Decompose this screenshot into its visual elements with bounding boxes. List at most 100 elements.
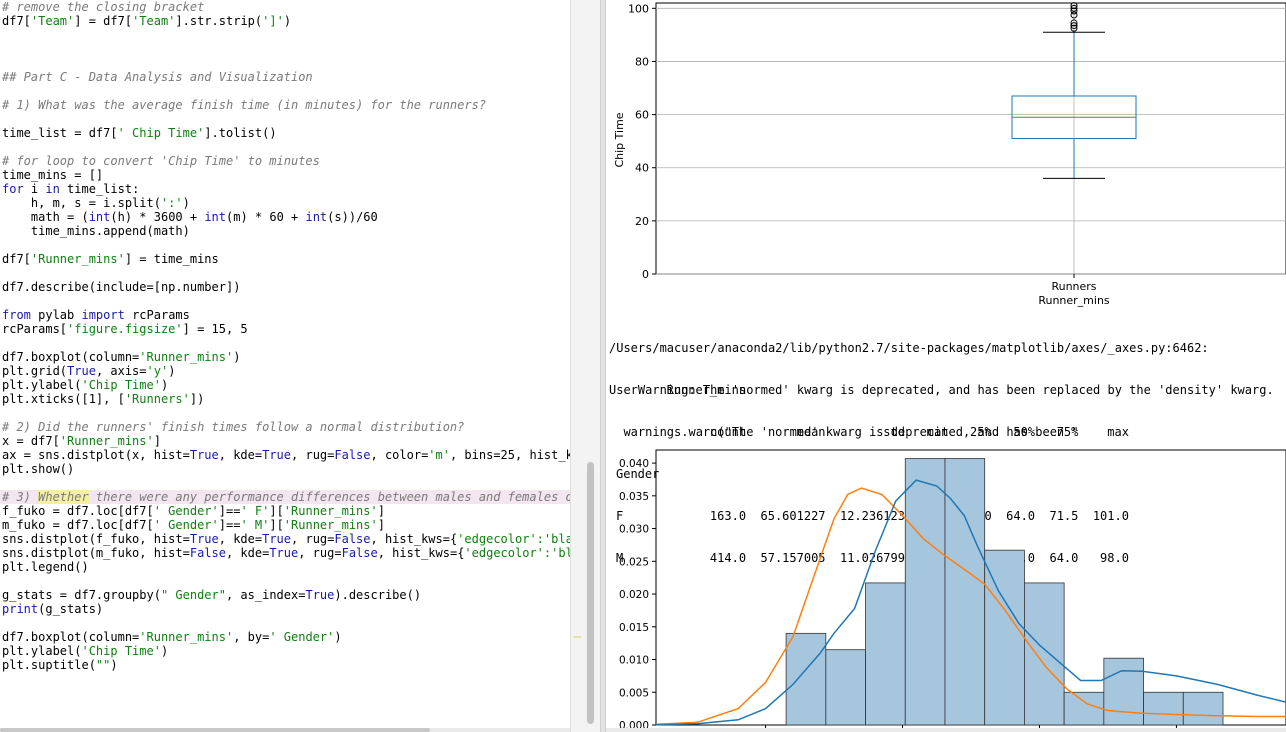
- code-line[interactable]: df7['Team'] = df7['Team'].str.strip(']'): [2, 14, 291, 28]
- editor-scroll-thumb[interactable]: [587, 462, 594, 724]
- pane-splitter[interactable]: [600, 0, 606, 732]
- boxplot-outlier: [1070, 2, 1078, 10]
- code-token: , kde=: [218, 448, 263, 462]
- boxplot-outlier: [1070, 24, 1078, 32]
- code-token: 'y': [146, 364, 169, 378]
- editor-horizontal-scroll-thumb[interactable]: [0, 728, 430, 732]
- code-line[interactable]: df7['Runner_mins'] = time_mins: [2, 252, 219, 266]
- boxplot-outlier: [1070, 19, 1078, 27]
- code-token: , as_index=: [225, 588, 306, 602]
- code-token: 'Team': [30, 14, 75, 28]
- code-token: ): [160, 644, 169, 658]
- histogram-bar: [944, 458, 986, 726]
- code-line[interactable]: m_fuko = df7.loc[df7[' Gender']==' M']['…: [2, 518, 385, 532]
- code-token: pylab: [30, 308, 82, 322]
- code-editor[interactable]: # remove the closing bracket df7['Team'] …: [0, 0, 570, 728]
- code-line[interactable]: sns.distplot(f_fuko, hist=True, kde=True…: [2, 532, 570, 546]
- code-token: int: [204, 210, 226, 224]
- code-line[interactable]: f_fuko = df7.loc[df7[' Gender']==' F']['…: [2, 504, 385, 518]
- code-line[interactable]: print(g_stats): [2, 602, 103, 616]
- boxplot-category-label: Runners: [1051, 280, 1096, 293]
- code-token: ): [334, 630, 342, 644]
- code-line[interactable]: # remove the closing bracket: [2, 0, 204, 14]
- code-token: (s))/60: [327, 210, 378, 224]
- code-token: , rug=: [298, 546, 342, 560]
- code-token: ] = time_mins: [124, 252, 219, 266]
- code-token: for: [2, 182, 24, 196]
- code-token: , hist_kws={: [370, 532, 458, 546]
- histogram-ytick-label: 0.010: [619, 655, 649, 667]
- code-line[interactable]: math = (int(h) * 3600 + int(m) * 60 + in…: [2, 210, 378, 224]
- code-line[interactable]: time_mins = []: [2, 168, 103, 182]
- code-token: # for loop to convert 'Chip Time' to min…: [2, 154, 320, 168]
- histogram-bar: [825, 649, 866, 726]
- code-token: plt.legend(): [2, 560, 89, 574]
- code-line[interactable]: plt.show(): [2, 462, 74, 476]
- code-token: ): [233, 350, 241, 364]
- code-line[interactable]: h, m, s = i.split(':'): [2, 196, 190, 210]
- code-line[interactable]: # for loop to convert 'Chip Time' to min…: [2, 154, 320, 168]
- code-token: plt.suptitle(: [2, 658, 96, 672]
- code-line[interactable]: from pylab import rcParams: [2, 308, 190, 322]
- code-line[interactable]: rcParams['figure.figsize'] = 15, 5: [2, 322, 248, 336]
- boxplot-ytick-label: 60: [635, 109, 649, 122]
- code-line[interactable]: # 3) Whether there were any performance …: [0, 490, 570, 504]
- code-line[interactable]: plt.ylabel('Chip Time'): [2, 378, 168, 392]
- code-line[interactable]: for i in time_list:: [2, 182, 139, 196]
- code-line[interactable]: time_mins.append(math): [2, 224, 190, 238]
- code-line[interactable]: df7.describe(include=[np.number]): [2, 280, 240, 294]
- code-token: , kde=: [218, 532, 263, 546]
- code-token: True: [262, 448, 292, 462]
- code-line[interactable]: # 2) Did the runners' finish times follo…: [2, 420, 464, 434]
- code-token: True: [262, 532, 292, 546]
- code-line[interactable]: df7.boxplot(column='Runner_mins'): [2, 350, 240, 364]
- editor-vertical-scrollbar[interactable]: [570, 0, 601, 732]
- code-token: i: [23, 182, 46, 196]
- code-token: , color=: [370, 448, 429, 462]
- code-token: ].tolist(): [204, 126, 277, 140]
- code-token: , axis=: [95, 364, 147, 378]
- code-token: False: [189, 546, 226, 560]
- boxplot-ytick-label: 80: [635, 55, 649, 68]
- code-token: ' Chip Time': [117, 126, 205, 140]
- code-line[interactable]: df7.boxplot(column='Runner_mins', by=' G…: [2, 630, 342, 644]
- code-line[interactable]: # 1) What was the average finish time (i…: [2, 98, 486, 112]
- code-line[interactable]: plt.ylabel('Chip Time'): [2, 644, 168, 658]
- code-token: ' Gender': [269, 630, 335, 644]
- code-token: 'Chip Time': [81, 644, 161, 658]
- code-token: False: [334, 448, 371, 462]
- warning-line: UserWarning: The 'normed' kwarg is depre…: [609, 383, 1274, 397]
- code-token: df7.boxplot(column=: [2, 350, 140, 364]
- boxplot-outlier: [1070, 22, 1078, 30]
- code-token: , kde=: [225, 546, 270, 560]
- console-horizontal-scrollbar[interactable]: [606, 728, 1286, 732]
- stats-line: Runner_mins: [616, 383, 747, 397]
- code-token: time_mins.append(math): [2, 224, 190, 238]
- code-token: time_list = df7[: [2, 126, 118, 140]
- code-token: plt.ylabel(: [2, 378, 82, 392]
- code-line[interactable]: ax = sns.distplot(x, hist=True, kde=True…: [2, 448, 570, 462]
- code-token: ]: [153, 434, 161, 448]
- distribution-chart: 0.0000.0050.0100.0150.0200.0250.0300.035…: [619, 449, 1286, 732]
- code-token: sns.distplot(f_fuko, hist=: [2, 532, 190, 546]
- code-line[interactable]: plt.suptitle(""): [2, 658, 118, 672]
- boxplot-outlier: [1070, 4, 1078, 12]
- code-token: print: [2, 602, 39, 616]
- code-token: import: [81, 308, 125, 322]
- code-token: 'Runner_mins': [283, 518, 378, 532]
- code-line[interactable]: sns.distplot(m_fuko, hist=False, kde=Tru…: [2, 546, 570, 560]
- code-line[interactable]: ## Part C - Data Analysis and Visualizat…: [2, 70, 313, 84]
- code-token: 'figure.figsize': [67, 322, 183, 336]
- histogram-bar: [785, 632, 827, 726]
- code-line[interactable]: plt.grid(True, axis='y'): [2, 364, 175, 378]
- code-line[interactable]: g_stats = df7.groupby(" Gender", as_inde…: [2, 588, 421, 602]
- code-token: rcParams[: [2, 322, 68, 336]
- code-token: ' Gender': [153, 518, 219, 532]
- code-line[interactable]: x = df7['Runner_mins']: [2, 434, 161, 448]
- code-line[interactable]: plt.xticks([1], ['Runners']): [2, 392, 204, 406]
- code-line[interactable]: time_list = df7[' Chip Time'].tolist(): [2, 126, 277, 140]
- code-token: df7[: [2, 14, 31, 28]
- male-kde-line: [655, 479, 1286, 726]
- code-token: int: [88, 210, 111, 224]
- code-line[interactable]: plt.legend(): [2, 560, 89, 574]
